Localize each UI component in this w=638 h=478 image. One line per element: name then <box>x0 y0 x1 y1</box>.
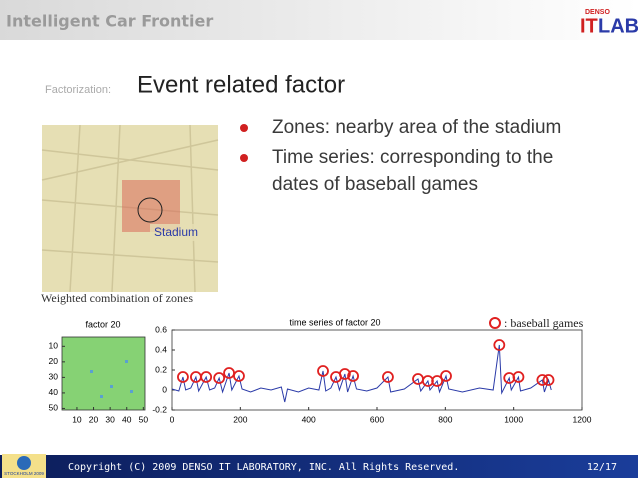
y-tick-label: 40 <box>49 387 59 397</box>
game-marker <box>512 371 525 383</box>
legend-marker <box>489 317 501 329</box>
y-tick-label: 0.2 <box>155 364 167 374</box>
x-tick-label: 20 <box>89 414 99 424</box>
x-tick-label: 400 <box>302 414 316 424</box>
game-marker <box>213 372 226 384</box>
game-marker <box>431 375 444 387</box>
x-tick-label: 10 <box>72 414 82 424</box>
x-tick-label: 50 <box>139 414 149 424</box>
series-line <box>171 344 552 403</box>
game-marker <box>338 368 351 380</box>
x-tick-label: 1000 <box>504 414 523 424</box>
stadium-circle <box>137 197 163 223</box>
badge-globe <box>17 456 31 470</box>
heatmap-image <box>61 336 146 411</box>
bullet: Time series: corresponding to the dates … <box>238 144 593 198</box>
copyright: Copyright (C) 2009 DENSO IT LABORATORY, … <box>68 462 459 473</box>
y-tick-label: -0.2 <box>152 404 167 414</box>
map-caption: Weighted combination of zones <box>41 291 193 305</box>
y-tick-label: 20 <box>49 356 59 366</box>
game-marker <box>382 371 394 383</box>
page-number: 12/17 <box>587 462 617 473</box>
game-marker <box>542 374 555 386</box>
game-marker <box>536 374 549 386</box>
heatmap-title: factor 20 <box>85 319 120 329</box>
y-tick-label: 0.4 <box>155 344 167 354</box>
legend-label: : baseball games <box>504 316 584 330</box>
game-marker <box>317 365 329 377</box>
game-marker <box>233 370 245 382</box>
y-tick-label: 10 <box>49 341 59 351</box>
heatmap-speck <box>125 360 128 363</box>
game-marker <box>177 371 189 383</box>
y-tick-label: 0 <box>162 384 167 394</box>
x-tick-label: 0 <box>170 414 175 424</box>
stadium-label-bg <box>150 224 210 241</box>
game-marker <box>440 370 452 382</box>
logo-brand: DENSO <box>585 9 610 16</box>
x-tick-label: 200 <box>233 414 247 424</box>
badge-text: STOCKHOLM 2009 <box>4 471 44 476</box>
chart-title: time series of factor 20 <box>289 317 380 327</box>
x-tick-label: 800 <box>438 414 452 424</box>
map: Stadium <box>41 124 219 293</box>
y-tick-label: 30 <box>49 372 59 382</box>
y-tick-label: 0.6 <box>155 324 167 334</box>
x-tick-label: 1200 <box>573 414 592 424</box>
heatmap-speck <box>110 385 113 388</box>
bullet: Zones: nearby area of the stadium <box>238 114 593 141</box>
section-label: Factorization: <box>45 84 111 96</box>
bullet-list: Zones: nearby area of the stadium Time s… <box>238 114 593 201</box>
y-tick-label: 50 <box>49 403 59 413</box>
game-marker <box>493 339 506 351</box>
heatmap-speck <box>130 390 133 393</box>
slide-title: Event related factor <box>137 71 345 98</box>
logo-lab: LAB <box>598 15 638 37</box>
heatmap-speck <box>90 370 93 373</box>
footer-bar <box>0 455 638 478</box>
x-tick-label: 600 <box>370 414 384 424</box>
x-tick-label: 40 <box>122 414 132 424</box>
heatmap-speck <box>100 395 103 398</box>
game-marker <box>200 371 213 383</box>
header-band <box>0 0 638 40</box>
plot-frame <box>171 329 583 411</box>
x-tick-label: 30 <box>105 414 115 424</box>
logo-it: IT <box>580 15 598 37</box>
header-title: Intelligent Car Frontier <box>6 12 213 31</box>
zone-highlight <box>122 180 180 232</box>
stadium-label: Stadium <box>154 225 198 239</box>
game-marker <box>347 370 359 382</box>
